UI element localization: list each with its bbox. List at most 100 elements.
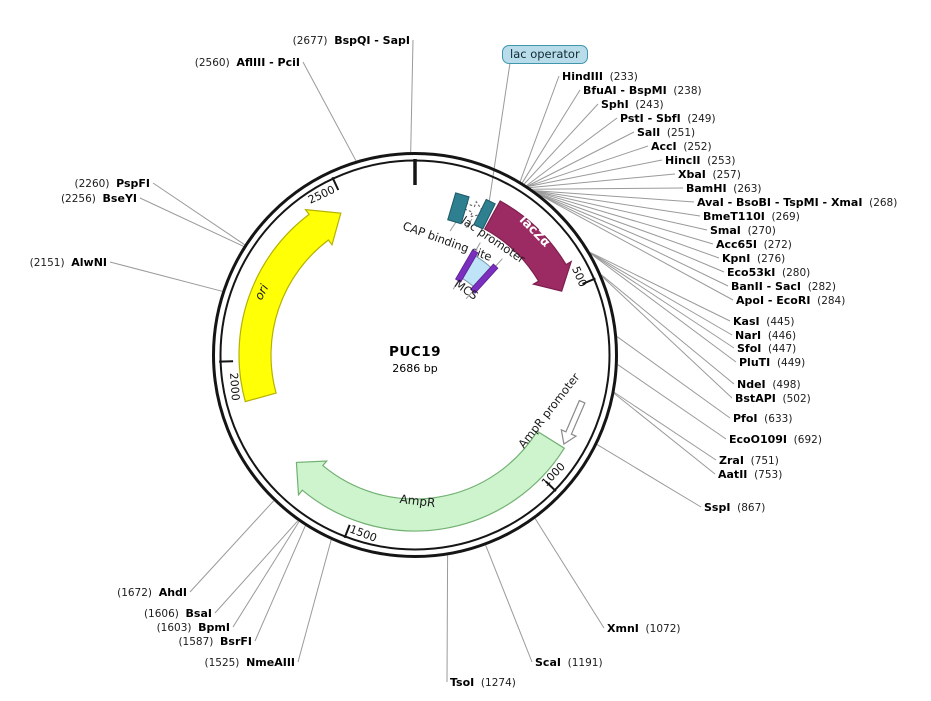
leader-line-bsai xyxy=(214,520,299,614)
leader-line-smai xyxy=(534,190,708,231)
tick-500 xyxy=(582,277,596,285)
leader-line-sspi xyxy=(596,444,702,508)
leader-line-bsrfi xyxy=(254,525,306,642)
leader-line-sali xyxy=(527,131,635,187)
site-label-xbai[interactable]: XbaI (257) xyxy=(678,168,741,181)
leader-line-banii-saci xyxy=(539,194,729,287)
site-label-ecoo109i[interactable]: EcoO109I (692) xyxy=(729,433,822,446)
site-label-sali[interactable]: SalI (251) xyxy=(637,126,695,139)
feature-lacza[interactable] xyxy=(483,200,573,292)
site-label-sfoi[interactable]: SfoI (447) xyxy=(737,342,796,355)
site-label-ndei[interactable]: NdeI (498) xyxy=(737,378,801,391)
site-label-bseyi[interactable]: (2256) BseYI xyxy=(61,192,137,205)
feature-ampr-label: AmpR xyxy=(399,492,436,510)
leader-line-pluti xyxy=(590,253,737,363)
site-label-hindiii[interactable]: HindIII (233) xyxy=(562,70,638,83)
feature-cap-binding-site[interactable] xyxy=(447,192,470,225)
tick-label-500: 500 xyxy=(569,264,589,288)
feature-ampr[interactable] xyxy=(295,430,566,532)
leader-line-acci xyxy=(527,145,649,187)
site-label-zrai[interactable]: ZraI (751) xyxy=(719,454,779,467)
site-label-sspi[interactable]: SspI (867) xyxy=(704,501,765,514)
tick-label-2000: 2000 xyxy=(227,372,242,401)
site-label-bamhi[interactable]: BamHI (263) xyxy=(686,182,762,195)
leader-line-afliii-pcii xyxy=(302,61,357,162)
site-label-tsoi[interactable]: TsoI (1274) xyxy=(450,676,516,689)
feature-ampr-promoter[interactable] xyxy=(557,399,590,448)
site-label-hincii[interactable]: HincII (253) xyxy=(665,154,735,167)
site-label-acc65i[interactable]: Acc65I (272) xyxy=(716,238,792,251)
site-label-ahdi[interactable]: (1672) AhdI xyxy=(117,586,187,599)
site-label-scai[interactable]: ScaI (1191) xyxy=(535,656,603,669)
feature-lac-operator-site[interactable] xyxy=(473,198,496,230)
leader-line-acc65i xyxy=(535,191,714,245)
site-label-acci[interactable]: AccI (252) xyxy=(651,140,712,153)
site-label-nari[interactable]: NarI (446) xyxy=(735,329,796,342)
leader-line-xmni xyxy=(534,518,605,629)
mcs-cap-end xyxy=(469,263,499,294)
site-label-bpmi[interactable]: (1603) BpmI xyxy=(157,621,230,634)
leader-line-bspqi-sapi xyxy=(410,39,414,153)
leader-line-eco53ki xyxy=(538,193,725,273)
leader-line-bpmi xyxy=(232,521,300,628)
leader-line-psti-sbfi xyxy=(526,117,618,186)
site-label-eco53ki[interactable]: Eco53kI (280) xyxy=(727,266,810,279)
leader-line-hindiii xyxy=(519,75,560,182)
leader-line-kpni xyxy=(536,192,720,259)
leader-line-xbai xyxy=(529,173,676,189)
leader-line-tsoi xyxy=(446,555,449,683)
feature-ori[interactable] xyxy=(238,208,342,403)
site-label-pspfi[interactable]: (2260) PspFI xyxy=(75,177,151,190)
tick-label-2500: 2500 xyxy=(306,183,337,207)
tick-2500 xyxy=(331,176,340,191)
site-label-psti-sbfi[interactable]: PstI - SbfI (249) xyxy=(620,112,716,125)
site-label-banii-saci[interactable]: BanII - SacI (282) xyxy=(731,280,836,293)
site-label-bmet110i[interactable]: BmeT110I (269) xyxy=(703,210,800,223)
site-label-xmni[interactable]: XmnI (1072) xyxy=(607,622,680,635)
feature-ori-label: ori xyxy=(252,281,272,302)
site-label-pluti[interactable]: PluTI (449) xyxy=(739,356,805,369)
leader-line-ecoo109i xyxy=(617,364,727,440)
site-label-bsrfi[interactable]: (1587) BsrFI xyxy=(178,635,252,648)
leader-line-nmeaiii xyxy=(297,539,332,663)
plasmid-center-label: PUC19 2686 bp xyxy=(389,344,441,375)
plasmid-title: PUC19 xyxy=(388,344,442,360)
site-label-bspqi-sapi[interactable]: (2677) BspQI - SapI xyxy=(293,34,410,47)
lac-operator-badge[interactable]: lac operator xyxy=(502,45,588,64)
site-label-bfuai-bspmi[interactable]: BfuAI - BspMI (238) xyxy=(583,84,702,97)
leader-line-nari xyxy=(590,252,733,336)
tick-1500 xyxy=(343,524,351,539)
leader-line-ndei xyxy=(601,274,735,385)
leader-line-bamhi xyxy=(532,187,684,190)
site-label-pfoi[interactable]: PfoI (633) xyxy=(733,412,792,425)
leader-line-avai-bsobi-tspmi-xmai xyxy=(534,190,695,203)
site-label-kasi[interactable]: KasI (445) xyxy=(733,315,795,328)
site-label-kpni[interactable]: KpnI (276) xyxy=(722,252,785,265)
feature-label-dash xyxy=(465,218,473,229)
leader-line-sfoi xyxy=(590,252,735,349)
site-label-sphi[interactable]: SphI (243) xyxy=(601,98,664,111)
leader-line-alwni xyxy=(109,261,223,292)
site-label-afliii-pcii[interactable]: (2560) AflIII - PciI xyxy=(195,56,300,69)
leader-line-aatii xyxy=(613,393,716,475)
site-label-bsai[interactable]: (1606) BsaI xyxy=(144,607,212,620)
site-label-aatii[interactable]: AatII (753) xyxy=(718,468,782,481)
plasmid-size: 2686 bp xyxy=(392,362,438,375)
leader-line-lac-operator xyxy=(488,62,511,204)
plasmid-ring-outer xyxy=(212,152,618,558)
leader-line-hincii xyxy=(528,159,663,187)
site-label-bstapi[interactable]: BstAPI (502) xyxy=(735,392,811,405)
leader-line-zrai xyxy=(614,392,717,461)
site-label-apoi-ecori[interactable]: ApoI - EcoRI (284) xyxy=(736,294,845,307)
leader-line-scai xyxy=(485,545,533,663)
mcs-cap-start xyxy=(455,249,479,283)
leader-line-kasi xyxy=(589,251,731,322)
site-label-smai[interactable]: SmaI (270) xyxy=(710,224,776,237)
leader-line-ahdi xyxy=(189,500,275,593)
site-label-avai-bsobi-tspmi-xmai[interactable]: AvaI - BsoBI - TspMI - XmaI (268) xyxy=(697,196,897,209)
site-label-alwni[interactable]: (2151) AlwNI xyxy=(30,256,107,269)
leader-line-bstapi xyxy=(601,276,733,399)
site-label-nmeaiii[interactable]: (1525) NmeAIII xyxy=(204,656,295,669)
